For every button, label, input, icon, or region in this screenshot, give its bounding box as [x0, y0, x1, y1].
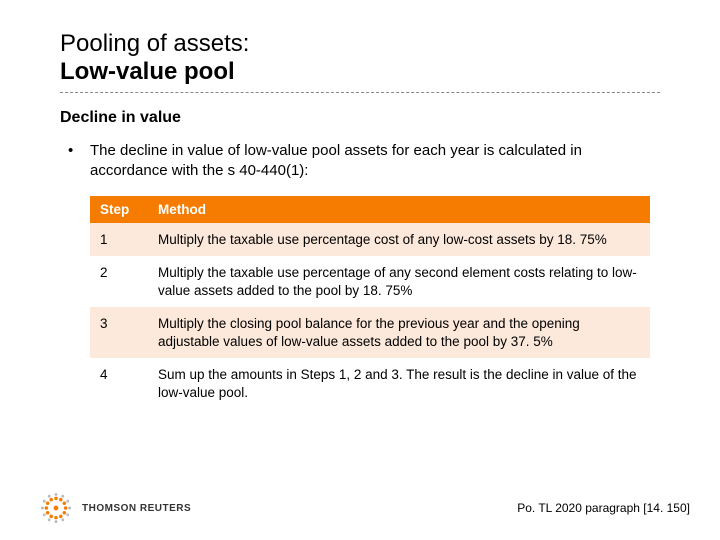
cell-method: Multiply the closing pool balance for th…: [148, 307, 650, 358]
cell-step: 3: [90, 307, 148, 358]
cell-step: 1: [90, 223, 148, 257]
brand-name: THOMSON REUTERS: [82, 503, 191, 514]
citation-text: Po. TL 2020 paragraph [14. 150]: [517, 501, 690, 515]
table-row: 2 Multiply the taxable use percentage of…: [90, 256, 650, 307]
cell-method: Multiply the taxable use percentage of a…: [148, 256, 650, 307]
cell-method: Sum up the amounts in Steps 1, 2 and 3. …: [148, 358, 650, 409]
title-line-1: Pooling of assets:: [60, 30, 660, 58]
table-header-row: Step Method: [90, 196, 650, 223]
table-row: 3 Multiply the closing pool balance for …: [90, 307, 650, 358]
bullet-marker: •: [68, 141, 86, 182]
table-row: 4 Sum up the amounts in Steps 1, 2 and 3…: [90, 358, 650, 409]
title-divider: [60, 92, 660, 93]
bullet-text: The decline in value of low-value pool a…: [86, 141, 660, 182]
slide-footer: THOMSON REUTERS Po. TL 2020 paragraph [1…: [0, 492, 720, 524]
section-subtitle: Decline in value: [60, 109, 660, 127]
table-row: 1 Multiply the taxable use percentage co…: [90, 223, 650, 257]
slide-title: Pooling of assets: Low-value pool: [60, 30, 660, 86]
header-step: Step: [90, 196, 148, 223]
steps-table: Step Method 1 Multiply the taxable use p…: [90, 196, 650, 410]
header-method: Method: [148, 196, 650, 223]
bullet-item: • The decline in value of low-value pool…: [60, 141, 660, 182]
cell-step: 2: [90, 256, 148, 307]
cell-step: 4: [90, 358, 148, 409]
thomson-reuters-icon: [40, 492, 72, 524]
brand-logo: THOMSON REUTERS: [40, 492, 191, 524]
title-line-2: Low-value pool: [60, 58, 660, 86]
cell-method: Multiply the taxable use percentage cost…: [148, 223, 650, 257]
